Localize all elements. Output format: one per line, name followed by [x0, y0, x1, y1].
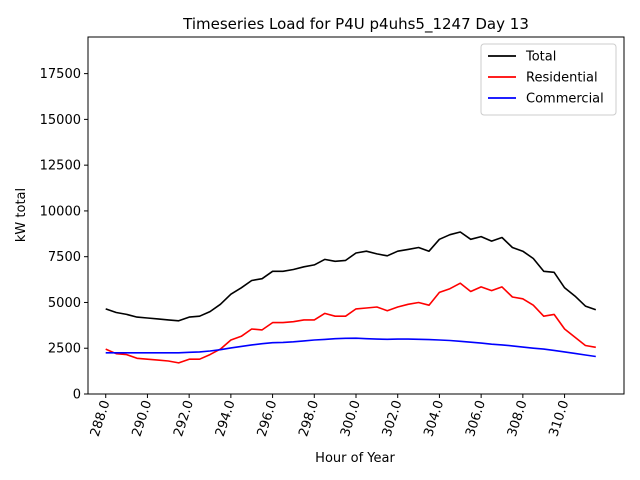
- legend-label-commercial: Commercial: [526, 92, 604, 107]
- y-tick-label: 7500: [48, 250, 81, 265]
- legend: Total Residential Commercial: [480, 43, 617, 116]
- y-tick-label: 0: [73, 388, 81, 403]
- series-lines: [105, 231, 597, 364]
- y-axis-label: kW total: [14, 188, 29, 242]
- y-tick-label: 2500: [48, 342, 81, 357]
- series-line-residential: [105, 282, 596, 364]
- legend-label-residential: Residential: [526, 71, 598, 86]
- y-tick-label: 5000: [48, 296, 81, 311]
- y-tick-label: 15000: [40, 113, 81, 128]
- y-tick-label: 10000: [40, 204, 81, 219]
- y-tick-label: 17500: [40, 67, 81, 82]
- x-axis-label: Hour of Year: [315, 451, 395, 466]
- series-line-total: [105, 231, 597, 322]
- series-line-commercial: [105, 337, 596, 358]
- y-tick-label: 12500: [40, 159, 81, 174]
- chart-title: Timeseries Load for P4U p4uhs5_1247 Day …: [182, 15, 529, 34]
- plot-frame: [87, 36, 625, 395]
- legend-label-total: Total: [525, 50, 556, 65]
